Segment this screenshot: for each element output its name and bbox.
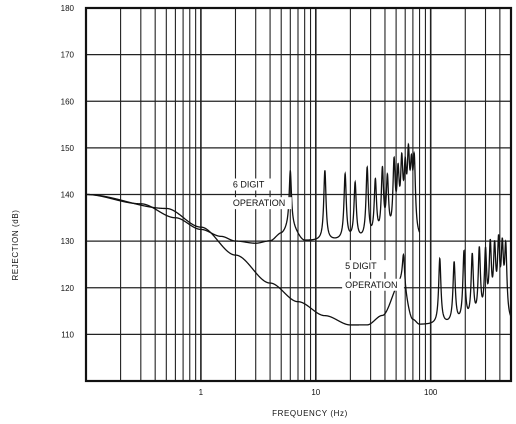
annotation-layer: 6 DIGIT OPERATION 5 DIGIT OPERATION [229,178,404,291]
x-tick-label: 10 [311,388,320,397]
series-layer [86,142,512,326]
annotation-backdrop [229,178,280,191]
series-line-1 [86,142,421,244]
annotation-backdrop [229,197,292,210]
y-tick-label: 110 [61,330,74,339]
grid-lines [86,8,511,381]
curve-annotation: OPERATION [233,198,285,208]
y-tick-label: 150 [61,144,75,153]
x-tick-label: 100 [424,388,438,397]
y-tick-label: 180 [61,4,75,13]
annotation-backdrop [342,260,392,273]
series-line-2 [86,193,512,326]
x-axis-label: FREQUENCY (Hz) [272,409,348,418]
x-tick-label: 1 [199,388,204,397]
y-axis-label: REJECTION (dB) [11,209,20,280]
y-tick-label: 170 [61,51,75,60]
curve-annotation: 5 DIGIT [345,261,377,271]
y-tick-label: 160 [61,97,75,106]
annotation-backdrop [342,278,404,291]
y-tick-label: 120 [61,284,75,293]
curve-annotation: 6 DIGIT [233,180,265,190]
y-tick-label: 130 [61,237,75,246]
curve-annotation: OPERATION [345,280,397,290]
y-tick-label: 140 [61,191,75,200]
